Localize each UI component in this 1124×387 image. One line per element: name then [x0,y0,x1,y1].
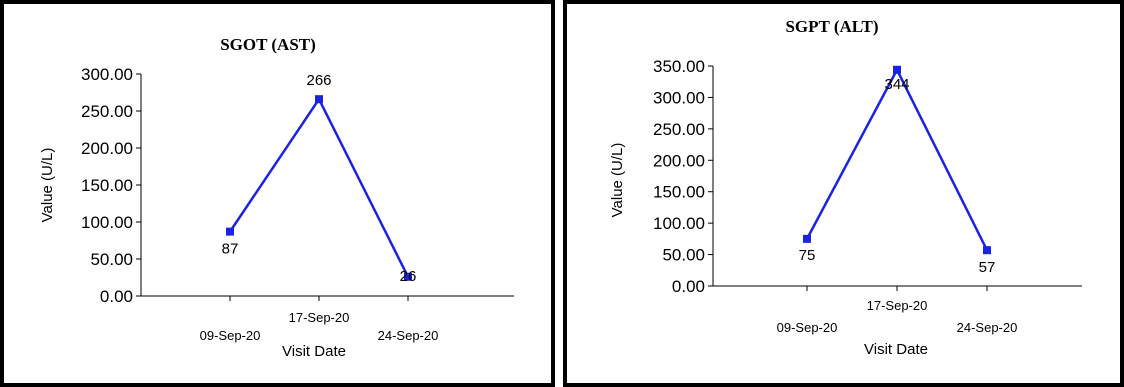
x-tick-label: 17-Sep-20 [289,310,350,325]
sgpt-chart: SGPT (ALT) Value (U/L) Visit Date 0.00 50… [609,17,1082,358]
chart-panel-sgot: SGOT (AST) Value (U/L) Visit Date 0.00 50… [0,0,555,387]
y-tick-label: 50.00 [90,250,133,269]
data-point [315,95,323,104]
data-point [404,272,412,281]
chart-title: SGPT (ALT) [785,17,878,36]
x-axis-label: Visit Date [864,341,928,358]
y-tick-label: 250.00 [81,102,133,121]
y-tick-label: 100.00 [653,214,705,233]
y-axis-label: Value (U/L) [39,148,56,223]
data-label: 344 [884,76,909,93]
y-tick-label: 350.00 [653,57,705,76]
chart-title: SGOT (AST) [220,35,316,54]
y-tick-label: 0.00 [672,277,705,296]
sgot-chart: SGOT (AST) Value (U/L) Visit Date 0.00 50… [39,35,514,360]
y-tick-label: 200.00 [653,151,705,170]
y-tick-label: 150.00 [81,176,133,195]
y-tick-label: 250.00 [653,120,705,139]
data-label: 87 [222,241,239,258]
x-tick-label: 09-Sep-20 [777,320,838,335]
data-label: 57 [979,259,996,276]
series-line [805,67,989,251]
series-line [228,96,410,278]
x-tick-label: 09-Sep-20 [200,328,261,343]
y-tick-label: 0.00 [100,287,133,306]
data-label: 26 [400,268,417,285]
data-point [893,65,901,74]
y-tick-label: 100.00 [81,213,133,232]
y-tick-label: 50.00 [662,246,705,265]
data-point [226,227,234,236]
x-tick-label: 24-Sep-20 [378,328,439,343]
y-tick-label: 200.00 [81,139,133,158]
y-tick-label: 300.00 [653,88,705,107]
chart-panel-sgpt: SGPT (ALT) Value (U/L) Visit Date 0.00 50… [563,0,1124,387]
x-axis-label: Visit Date [282,343,346,360]
data-point [803,234,811,243]
x-tick-label: 24-Sep-20 [957,320,1018,335]
data-label: 75 [799,247,816,264]
data-point [983,246,991,255]
y-tick-label: 300.00 [81,65,133,84]
data-label: 266 [306,72,331,89]
y-axis-label: Value (U/L) [609,143,626,218]
x-tick-label: 17-Sep-20 [867,298,928,313]
y-tick-label: 150.00 [653,183,705,202]
